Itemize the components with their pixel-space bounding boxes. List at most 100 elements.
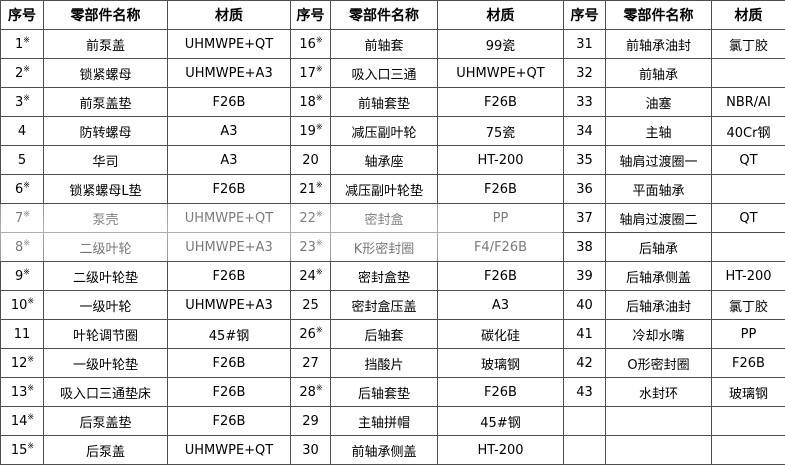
cell-material: UHMWPE+QT xyxy=(167,203,291,233)
cell-part-name: 主轴 xyxy=(605,116,712,146)
cell-part-name: 前轴承 xyxy=(605,58,712,88)
cell-part-name xyxy=(605,406,712,436)
serial-number: 38 xyxy=(576,239,593,255)
cell-part-name: 吸入口三通垫床 xyxy=(43,377,168,407)
cell-part-name: 华司 xyxy=(43,145,168,175)
header-cell-material: 材质 xyxy=(711,0,785,30)
header-cell-no: 序号 xyxy=(290,0,331,30)
table-body: 1※ 前泵盖 UHMWPE+QT 16※ 前轴套 99瓷 31 前轴承油封 氯丁胶 2※ 锁紧螺母 U… xyxy=(0,29,785,465)
cell-material: HT-200 xyxy=(711,261,785,291)
header-cell-name: 零部件名称 xyxy=(330,0,438,30)
cell-serial-no: 42 xyxy=(563,348,606,378)
cell-part-name: 轴肩过渡圈一 xyxy=(605,145,712,175)
cell-serial-no: 22※ xyxy=(290,203,331,233)
cell-material: F26B xyxy=(437,87,564,117)
serial-number: 9 xyxy=(15,268,24,284)
cell-part-name: 轴肩过渡圈二 xyxy=(605,203,712,233)
wear-mark: ※ xyxy=(27,383,34,393)
cell-part-name: K形密封圈 xyxy=(330,232,438,262)
table-row: 3※ 前泵盖垫 F26B 18※ 前轴套垫 F26B 33 油塞 NBR/AI xyxy=(0,87,785,117)
cell-material: NBR/AI xyxy=(711,87,785,117)
cell-serial-no: 25 xyxy=(290,290,331,320)
serial-number: 2 xyxy=(15,65,24,81)
serial-number: 42 xyxy=(576,355,593,371)
serial-number: 17 xyxy=(299,65,316,81)
header-cell-material: 材质 xyxy=(437,0,564,30)
wear-mark: ※ xyxy=(27,296,34,306)
cell-part-name: 一级叶轮垫 xyxy=(43,348,168,378)
cell-material xyxy=(711,174,785,204)
cell-part-name: 水封环 xyxy=(605,377,712,407)
cell-part-name: 一级叶轮 xyxy=(43,290,168,320)
cell-part-name: 后泵盖 xyxy=(43,435,168,465)
cell-material: UHMWPE+QT xyxy=(167,29,291,59)
serial-number: 35 xyxy=(576,152,593,168)
cell-serial-no: 13※ xyxy=(0,377,44,407)
cell-serial-no: 12※ xyxy=(0,348,44,378)
cell-material: A3 xyxy=(167,116,291,146)
cell-part-name: 后轴承 xyxy=(605,232,712,262)
serial-number: 10 xyxy=(10,297,28,313)
cell-part-name: 主轴拼帽 xyxy=(330,406,438,436)
cell-serial-no: 19※ xyxy=(290,116,331,146)
cell-part-name: 二级叶轮 xyxy=(43,232,168,262)
serial-number: 24 xyxy=(299,268,316,284)
serial-number: 12 xyxy=(10,355,28,371)
cell-serial-no: 34 xyxy=(563,116,606,146)
cell-serial-no: 5 xyxy=(0,145,44,175)
cell-material: F26B xyxy=(167,348,291,378)
wear-mark: ※ xyxy=(315,64,323,74)
cell-material: HT-200 xyxy=(437,435,564,465)
cell-part-name: 冷却水嘴 xyxy=(605,319,712,349)
cell-part-name: 前轴承油封 xyxy=(605,29,712,59)
cell-serial-no: 40 xyxy=(563,290,606,320)
serial-number: 36 xyxy=(576,181,593,197)
serial-number: 4 xyxy=(17,123,27,139)
wear-mark: ※ xyxy=(23,64,30,74)
table-row: 7※ 泵壳 UHMWPE+QT 22※ 密封盒 PP 37 轴肩过渡圈二 QT xyxy=(0,203,785,233)
cell-part-name: 防转螺母 xyxy=(43,116,168,146)
serial-number: 1 xyxy=(15,36,24,52)
wear-mark: ※ xyxy=(27,441,34,451)
cell-part-name: 轴承座 xyxy=(330,145,438,175)
cell-material: UHMWPE+A3 xyxy=(167,290,291,320)
cell-serial-no: 18※ xyxy=(290,87,331,117)
cell-material: A3 xyxy=(167,145,291,175)
cell-material: 玻璃钢 xyxy=(437,348,564,378)
cell-serial-no: 43 xyxy=(563,377,606,407)
table-row: 9※ 二级叶轮垫 F26B 24※ 密封盒垫 F26B 39 后轴承侧盖 HT-200 xyxy=(0,261,785,291)
table-row: 2※ 锁紧螺母 UHMWPE+A3 17※ 吸入口三通 UHMWPE+QT 32 前轴承 xyxy=(0,58,785,88)
serial-number: 13 xyxy=(10,384,28,400)
cell-material: F26B xyxy=(167,87,291,117)
table-header: 序号 零部件名称 材质 序号 零部件名称 材质 序号 零部件名称 材质 xyxy=(0,0,785,30)
serial-number: 27 xyxy=(302,355,319,371)
cell-serial-no: 1※ xyxy=(0,29,44,59)
serial-number: 19 xyxy=(299,123,316,139)
cell-serial-no: 15※ xyxy=(0,435,44,465)
cell-material: F26B xyxy=(437,377,564,407)
cell-serial-no: 27 xyxy=(290,348,331,378)
cell-part-name: 减压副叶轮垫 xyxy=(330,174,438,204)
cell-serial-no: 21※ xyxy=(290,174,331,204)
serial-number: 15 xyxy=(10,442,28,458)
cell-material: F26B xyxy=(437,261,564,291)
cell-serial-no: 2※ xyxy=(0,58,44,88)
cell-serial-no: 35 xyxy=(563,145,606,175)
cell-serial-no: 14※ xyxy=(0,406,44,436)
table-row: 10※ 一级叶轮 UHMWPE+A3 25 密封盒压盖 A3 40 后轴承油封 氯丁胶 xyxy=(0,290,785,320)
serial-number: 22 xyxy=(299,210,316,226)
cell-serial-no: 3※ xyxy=(0,87,44,117)
cell-part-name: 减压副叶轮 xyxy=(330,116,438,146)
header-cell-no: 序号 xyxy=(0,0,44,30)
serial-number: 6 xyxy=(15,181,24,197)
cell-material: 45#钢 xyxy=(437,406,564,436)
serial-number: 20 xyxy=(302,152,319,168)
wear-mark: ※ xyxy=(315,383,323,393)
cell-material: F26B xyxy=(167,377,291,407)
cell-part-name: 密封盒 xyxy=(330,203,438,233)
cell-part-name: 二级叶轮垫 xyxy=(43,261,168,291)
serial-number: 41 xyxy=(576,326,593,342)
cell-serial-no: 38 xyxy=(563,232,606,262)
cell-material: F26B xyxy=(437,174,564,204)
